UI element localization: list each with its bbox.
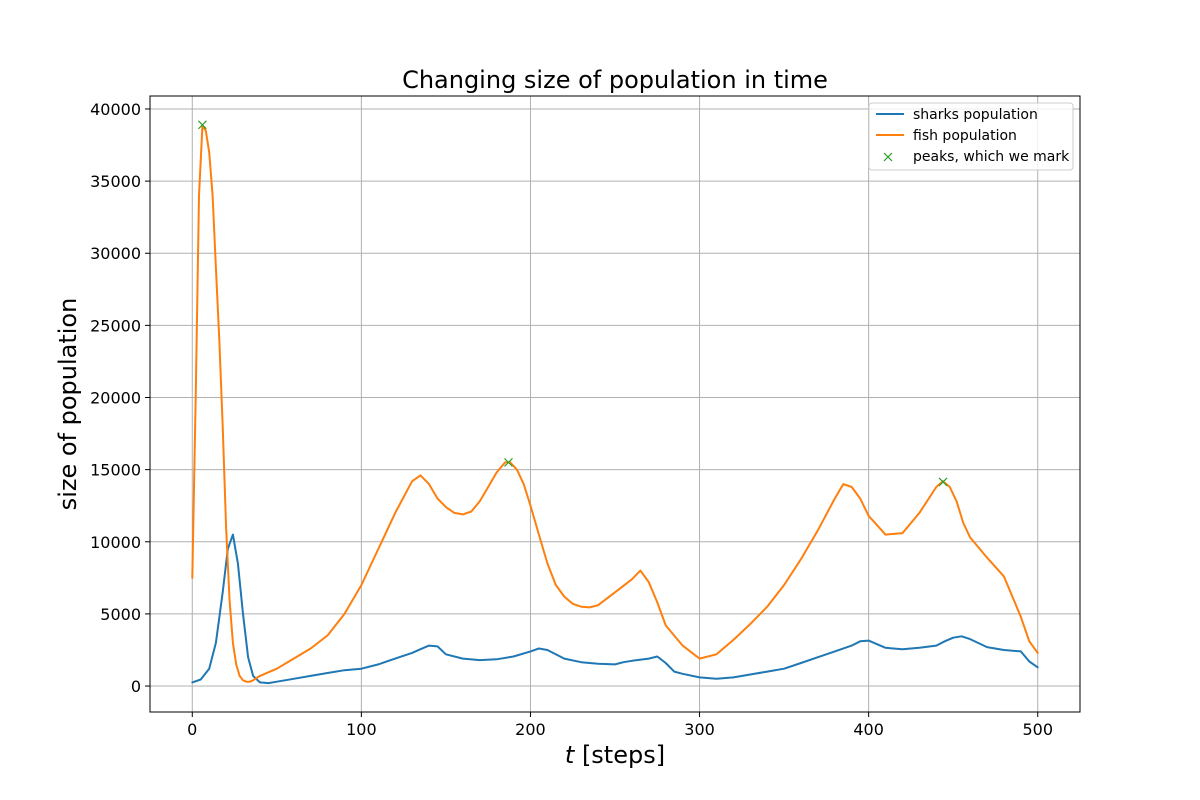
y-tick-label: 0	[131, 677, 141, 696]
plot-frame	[149, 95, 1081, 713]
y-axis-ticks: 0 5000 10000 15000 20000 25000 30000 35000 40000	[90, 100, 150, 696]
y-tick-label: 40000	[90, 100, 141, 119]
series-lines	[191, 125, 1039, 685]
legend: sharks population fish population peaks,…	[868, 102, 1074, 171]
peak-markers	[197, 120, 948, 487]
chart-title: Changing size of population in time	[402, 66, 828, 94]
peak-marker	[938, 477, 948, 487]
legend-marker-peaks	[883, 152, 893, 162]
x-axis-title-var: t	[565, 741, 576, 769]
x-tick-label: 300	[684, 720, 715, 739]
series-line-fish	[191, 125, 1039, 683]
x-axis-title: t [steps]	[565, 741, 665, 769]
y-tick-label: 30000	[90, 244, 141, 263]
peak-marker	[504, 458, 513, 467]
y-tick-label: 35000	[90, 172, 141, 191]
legend-label-sharks: sharks population	[913, 107, 1038, 123]
x-tick-label: 200	[515, 720, 546, 739]
y-tick-label: 25000	[90, 316, 141, 335]
x-tick-label: 400	[853, 720, 884, 739]
peak-marker	[197, 120, 207, 130]
series-line-sharks	[191, 533, 1039, 685]
x-tick-label: 100	[346, 720, 377, 739]
y-tick-label: 15000	[90, 461, 141, 480]
y-tick-label: 5000	[100, 605, 141, 624]
grid-lines	[150, 96, 1080, 712]
legend-box	[868, 102, 1074, 171]
x-tick-label: 500	[1022, 720, 1053, 739]
y-tick-label: 10000	[90, 533, 141, 552]
x-tick-label: 0	[187, 720, 197, 739]
y-axis-title: size of population	[54, 298, 82, 511]
legend-peak-x	[883, 152, 893, 162]
y-tick-label: 20000	[90, 389, 141, 408]
legend-label-fish: fish population	[913, 128, 1017, 144]
legend-label-peaks: peaks, which we mark	[913, 149, 1070, 165]
x-axis-title-unit: [steps]	[574, 741, 665, 769]
x-axis-ticks: 0 100 200 300 400 500	[187, 712, 1053, 739]
